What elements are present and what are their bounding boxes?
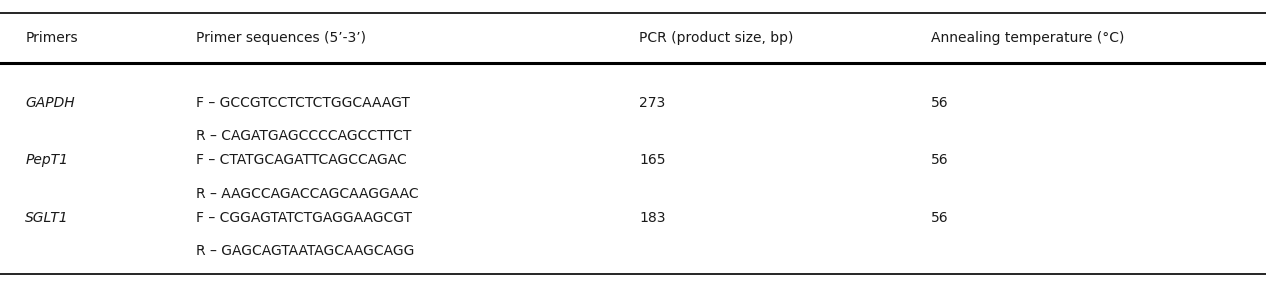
Text: F – CTATGCAGATTCAGCCAGAC: F – CTATGCAGATTCAGCCAGAC bbox=[196, 153, 406, 167]
Text: PepT1: PepT1 bbox=[25, 153, 68, 167]
Text: Primers: Primers bbox=[25, 31, 78, 45]
Text: F – GCCGTCCTCTCTGGCAAAGT: F – GCCGTCCTCTCTGGCAAAGT bbox=[196, 96, 410, 110]
Text: GAPDH: GAPDH bbox=[25, 96, 75, 110]
Text: Annealing temperature (°C): Annealing temperature (°C) bbox=[931, 31, 1124, 45]
Text: PCR (product size, bp): PCR (product size, bp) bbox=[639, 31, 794, 45]
Text: 165: 165 bbox=[639, 153, 666, 167]
Text: 273: 273 bbox=[639, 96, 666, 110]
Text: 56: 56 bbox=[931, 96, 948, 110]
Text: R – AAGCCAGACCAGCAAGGAAC: R – AAGCCAGACCAGCAAGGAAC bbox=[196, 187, 419, 201]
Text: 56: 56 bbox=[931, 153, 948, 167]
Text: R – CAGATGAGCCCCAGCCTTCT: R – CAGATGAGCCCCAGCCTTCT bbox=[196, 129, 411, 143]
Text: F – CGGAGTATCTGAGGAAGCGT: F – CGGAGTATCTGAGGAAGCGT bbox=[196, 211, 413, 225]
Text: 183: 183 bbox=[639, 211, 666, 225]
Text: R – GAGCAGTAATAGCAAGCAGG: R – GAGCAGTAATAGCAAGCAGG bbox=[196, 244, 414, 259]
Text: Primer sequences (5’-3’): Primer sequences (5’-3’) bbox=[196, 31, 366, 45]
Text: 56: 56 bbox=[931, 211, 948, 225]
Text: SGLT1: SGLT1 bbox=[25, 211, 68, 225]
